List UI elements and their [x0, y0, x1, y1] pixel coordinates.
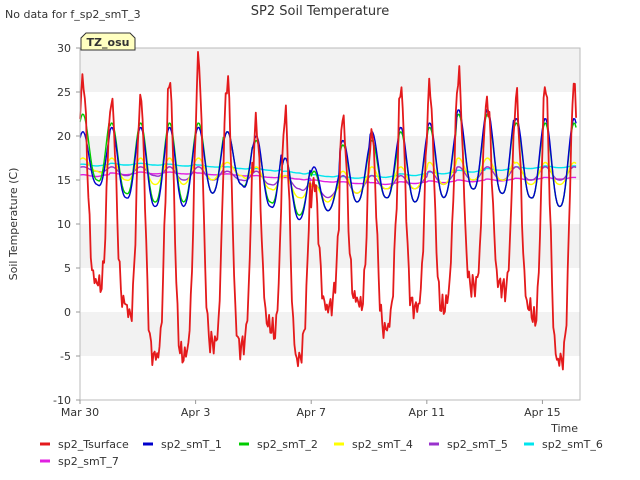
series-line-sp2-smT-1	[79, 109, 577, 221]
legend-label: sp2_smT_4	[352, 438, 413, 451]
chart-title: SP2 Soil Temperature	[251, 4, 389, 19]
series-line-sp2-Tsurface	[79, 51, 577, 371]
legend-label: sp2_smT_5	[447, 438, 508, 451]
grid-band	[80, 48, 580, 92]
x-tick-label: Apr 3	[181, 406, 211, 419]
x-tick-label: Mar 30	[61, 406, 99, 419]
legend-label: sp2_smT_2	[257, 438, 318, 451]
grid-band	[80, 180, 580, 224]
plot-area	[79, 47, 581, 401]
legend-label: sp2_smT_1	[161, 438, 222, 451]
legend-label: sp2_Tsurface	[58, 438, 129, 451]
series-lines	[79, 51, 577, 371]
legend-label: sp2_smT_7	[58, 455, 119, 468]
legend-label: sp2_smT_6	[542, 438, 603, 451]
grid-band	[80, 356, 580, 400]
y-axis: -10 -5 0 5 10 15 20 25 30	[53, 42, 80, 407]
legend: sp2_Tsurface sp2_smT_1 sp2_smT_2 sp2_smT_4 s…	[40, 438, 603, 468]
y-axis-label: Soil Temperature (C)	[7, 168, 20, 281]
y-tick-label: -10	[53, 394, 71, 407]
x-tick-label: Apr 11	[409, 406, 446, 419]
x-tick-label: Apr 15	[524, 406, 561, 419]
y-tick-label: 0	[64, 306, 71, 319]
x-axis: Mar 30 Apr 3 Apr 7 Apr 11 Apr 15	[61, 400, 561, 419]
tz-badge-label: TZ_osu	[87, 36, 130, 49]
grid-band	[80, 224, 580, 268]
no-data-note: No data for f_sp2_smT_3	[5, 8, 141, 21]
tz-badge: TZ_osu	[80, 32, 136, 51]
y-tick-label: 5	[64, 262, 71, 275]
tz-badge-background	[80, 32, 136, 51]
x-tick-label: Apr 7	[296, 406, 326, 419]
y-tick-label: 20	[57, 130, 71, 143]
grid-bands	[80, 48, 580, 400]
y-tick-label: -5	[60, 350, 71, 363]
y-tick-label: 30	[57, 42, 71, 55]
y-tick-label: 15	[57, 174, 71, 187]
x-axis-label: Time	[550, 422, 578, 435]
grid-band	[80, 92, 580, 136]
y-tick-label: 10	[57, 218, 71, 231]
grid-band	[80, 312, 580, 356]
y-tick-label: 25	[57, 86, 71, 99]
